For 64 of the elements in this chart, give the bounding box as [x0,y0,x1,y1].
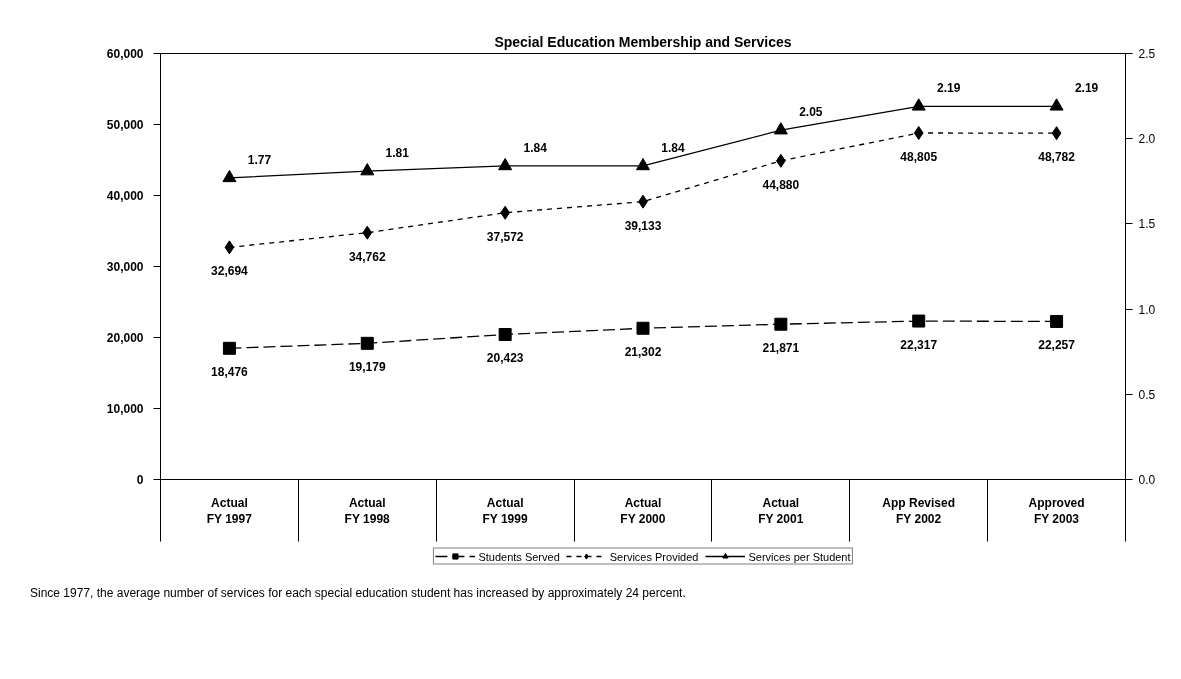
point [912,314,926,328]
point [774,317,788,331]
point [362,225,373,240]
data-label: 48,782 [1038,150,1076,165]
point [222,341,236,355]
data-label: 1.81 [385,146,410,161]
y2-tick-label: 1.0 [1138,302,1156,317]
x-tick-label: Actual FY 1998 [344,495,391,527]
y2-tick-label: 1.5 [1138,217,1156,232]
point [636,321,650,335]
data-label: 18,476 [211,365,249,380]
y-tick-label: 30,000 [106,260,144,274]
point [360,336,374,350]
data-label: 1.84 [523,140,548,155]
point [498,328,512,341]
y2-tick-label: 2.0 [1138,132,1156,147]
x-tick-label: Actual FY 1999 [482,495,528,527]
point [636,157,650,171]
data-label: 44,880 [762,177,800,192]
data-label: 2.19 [937,81,961,96]
chart-title: Special Education Membership and Services [494,33,792,50]
legend-label: Services per Student [748,549,851,563]
y-tick-label: 20,000 [106,331,144,345]
point [360,163,375,176]
point [1051,126,1062,141]
legend-label: Services Provided [609,549,699,563]
point [222,169,237,183]
point [498,157,513,171]
data-label: 19,179 [348,360,386,375]
point [1050,314,1064,328]
data-label: 2.19 [1074,81,1099,96]
y-tick-label: 40,000 [106,189,144,203]
data-label: 21,871 [762,341,800,356]
y2-tick-label: 2.5 [1138,47,1156,61]
point [224,240,235,255]
point [913,125,924,140]
x-tick-label: Approved FY 2003 [1028,495,1085,527]
x-tick-label: Actual FY 2000 [620,495,666,527]
data-label: 39,133 [624,218,662,233]
x-tick-label: Actual FY 1997 [206,495,253,527]
data-label: 32,694 [211,264,249,279]
text: Since 1977, the average number of services for each special education student has increased by approximately 24 percent. [30,585,686,602]
point [773,122,788,135]
data-label: 37,572 [486,229,524,244]
data-label: 22,257 [1038,338,1076,353]
legend-label: Students Served [478,549,560,563]
y2-tick-label: 0.5 [1138,387,1156,402]
y2-tick-label: 0.0 [1138,473,1156,487]
y-tick-label: 10,000 [106,402,144,416]
data-label: 34,762 [348,249,386,264]
data-label: 22,317 [900,338,938,353]
x-tick-label: App Revised FY 2002 [882,495,956,527]
point [1049,98,1064,111]
data-label: 20,423 [486,351,524,366]
y-tick-label: 60,000 [106,47,144,61]
x-tick-label: Actual FY 2001 [758,495,804,527]
data-label: 21,302 [624,345,662,360]
y-tick-label: 0 [136,473,144,487]
data-label: 2.05 [799,105,823,120]
data-label: 1.84 [661,140,685,155]
data-label: 48,805 [900,149,938,164]
data-label: 1.77 [247,152,272,167]
point [911,98,926,111]
y-tick-label: 50,000 [106,118,144,132]
